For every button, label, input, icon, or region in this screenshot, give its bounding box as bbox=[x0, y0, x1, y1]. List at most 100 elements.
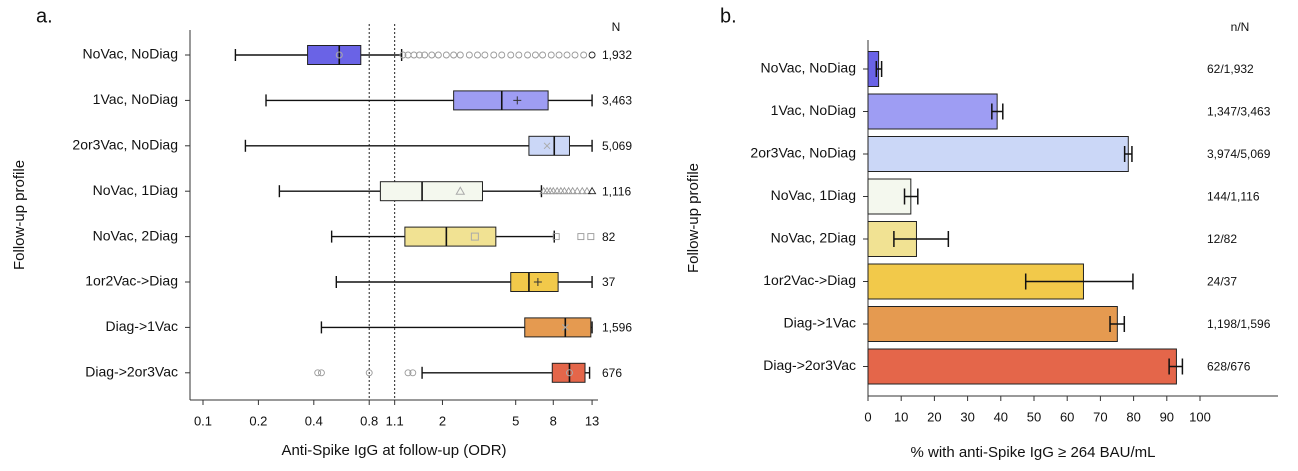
panel-a-x-tick-label: 8 bbox=[550, 413, 557, 428]
outlier-point bbox=[560, 186, 569, 195]
panel-b-n-header: n/N bbox=[1231, 20, 1250, 34]
panel-b-n-label: 1,198/1,596 bbox=[1207, 317, 1271, 331]
mean-marker bbox=[513, 96, 522, 105]
outlier-point bbox=[450, 51, 458, 59]
outlier-point bbox=[568, 186, 577, 195]
bar bbox=[867, 306, 1118, 342]
panel-b-category-label: NoVac, 1Diag bbox=[771, 187, 856, 203]
panel-b-x-tick-label: 20 bbox=[927, 409, 941, 424]
panel-a-n-label: 676 bbox=[602, 366, 622, 380]
outlier-point bbox=[507, 51, 515, 59]
bar bbox=[867, 136, 1129, 172]
outlier-point bbox=[442, 51, 450, 59]
panel-b-category-label: 1Vac, NoDiag bbox=[771, 102, 856, 118]
outlier-point bbox=[410, 51, 418, 59]
outlier-point bbox=[515, 51, 523, 59]
box bbox=[307, 45, 362, 65]
outlier-point bbox=[587, 233, 595, 241]
panel-a-x-tick-label: 2 bbox=[439, 413, 446, 428]
mean-marker bbox=[565, 369, 573, 377]
panel-a-x-tick-label: 0.1 bbox=[194, 413, 212, 428]
panel-a-label: a. bbox=[36, 5, 53, 27]
mean-marker bbox=[561, 324, 569, 331]
panel-a-category-label: NoVac, NoDiag bbox=[83, 46, 178, 62]
panel-a-n-label: 1,932 bbox=[602, 48, 632, 62]
panel-a-x-tick-label: 5 bbox=[512, 413, 519, 428]
mean-marker bbox=[533, 278, 542, 286]
outlier-point bbox=[587, 186, 597, 195]
panel-a-n-label: 3,463 bbox=[602, 94, 632, 108]
mean-marker bbox=[335, 51, 343, 59]
box bbox=[524, 317, 592, 338]
panel-b-category-label: Diag->1Vac bbox=[783, 315, 856, 331]
outlier-point bbox=[490, 51, 498, 59]
outlier-point bbox=[399, 51, 407, 59]
outlier-point bbox=[577, 186, 587, 195]
panel-a-category-label: 2or3Vac, NoDiag bbox=[72, 137, 178, 153]
outlier-point bbox=[317, 369, 325, 377]
outlier-point bbox=[552, 233, 560, 241]
panel-a-n-label: 37 bbox=[602, 275, 616, 289]
outlier-point bbox=[421, 51, 429, 59]
panel-b-x-title: % with anti-Spike IgG ≥ 264 BAU/mL bbox=[910, 444, 1155, 461]
panel-b-label: b. bbox=[720, 5, 737, 27]
panel-a-y-title: Follow-up profile bbox=[11, 160, 28, 270]
panel-b-x-tick-label: 10 bbox=[894, 409, 908, 424]
outlier-point bbox=[547, 51, 555, 59]
outlier-point bbox=[572, 186, 582, 195]
panel-a-x-tick-label: 0.8 bbox=[360, 413, 378, 428]
panel-a-category-label: 1or2Vac->Diag bbox=[85, 273, 178, 289]
outlier-point bbox=[524, 51, 532, 59]
panel-a-n-label: 1,116 bbox=[602, 184, 631, 198]
panel-b-n-label: 144/1,116 bbox=[1207, 190, 1260, 204]
outlier-point bbox=[409, 369, 417, 377]
bar bbox=[867, 348, 1177, 385]
outlier-point bbox=[531, 51, 539, 59]
panel-b-category-label: 2or3Vac, NoDiag bbox=[750, 145, 856, 161]
outlier-point bbox=[563, 51, 571, 59]
outlier-point bbox=[571, 51, 579, 59]
box bbox=[404, 226, 497, 247]
panel-b-n-label: 12/82 bbox=[1207, 232, 1237, 246]
panel-b-x-tick-label: 70 bbox=[1093, 409, 1107, 424]
panel-b-x-tick-label: 60 bbox=[1060, 409, 1074, 424]
panel-b-n-label: 62/1,932 bbox=[1207, 62, 1254, 76]
panel-b-x-tick-label: 50 bbox=[1027, 409, 1041, 424]
bar bbox=[867, 93, 998, 130]
panel-a-category-label: NoVac, 1Diag bbox=[93, 182, 178, 198]
panel-a-x-tick-label: 0.4 bbox=[305, 413, 323, 428]
outlier-point bbox=[582, 186, 592, 195]
panel-b-y-title: Follow-up profile bbox=[685, 163, 702, 273]
panel-b-n-label: 628/676 bbox=[1207, 360, 1251, 374]
panel-a-x-tick-label: 13 bbox=[585, 413, 599, 428]
outlier-point bbox=[314, 369, 322, 377]
outlier-point bbox=[580, 51, 588, 59]
panel-b-n-label: 3,974/5,069 bbox=[1207, 147, 1271, 161]
outlier-point bbox=[555, 51, 563, 59]
panel-a-category-label: Diag->1Vac bbox=[105, 318, 178, 334]
outlier-point bbox=[404, 369, 412, 377]
panel-a-x-tick-label: 0.2 bbox=[249, 413, 267, 428]
outlier-point bbox=[481, 51, 489, 59]
box bbox=[528, 135, 570, 156]
mean-marker bbox=[470, 232, 479, 241]
panel-a-x-title: Anti-Spike IgG at follow-up (ODR) bbox=[281, 442, 506, 459]
panel-a-n-label: 5,069 bbox=[602, 139, 632, 153]
mean-marker bbox=[455, 186, 466, 195]
panel-a-category-label: Diag->2or3Vac bbox=[85, 364, 178, 380]
panel-b-n-label: 1,347/3,463 bbox=[1207, 105, 1271, 119]
outlier-point bbox=[434, 51, 442, 59]
panel-b-x-tick-label: 30 bbox=[960, 409, 974, 424]
panel-a-n-header: N bbox=[612, 20, 621, 34]
panel-a-category-label: 1Vac, NoDiag bbox=[93, 91, 178, 107]
outlier-point bbox=[428, 51, 436, 59]
panel-b-n-label: 24/37 bbox=[1207, 275, 1237, 289]
panel-b-x-tick-label: 0 bbox=[864, 409, 871, 424]
outlier-point bbox=[539, 51, 547, 59]
outlier-point bbox=[577, 233, 585, 241]
outlier-point bbox=[365, 369, 373, 377]
panel-b-category-label: 1or2Vac->Diag bbox=[763, 272, 856, 288]
outlier-point bbox=[474, 51, 481, 59]
panel-a-n-label: 82 bbox=[602, 230, 616, 244]
